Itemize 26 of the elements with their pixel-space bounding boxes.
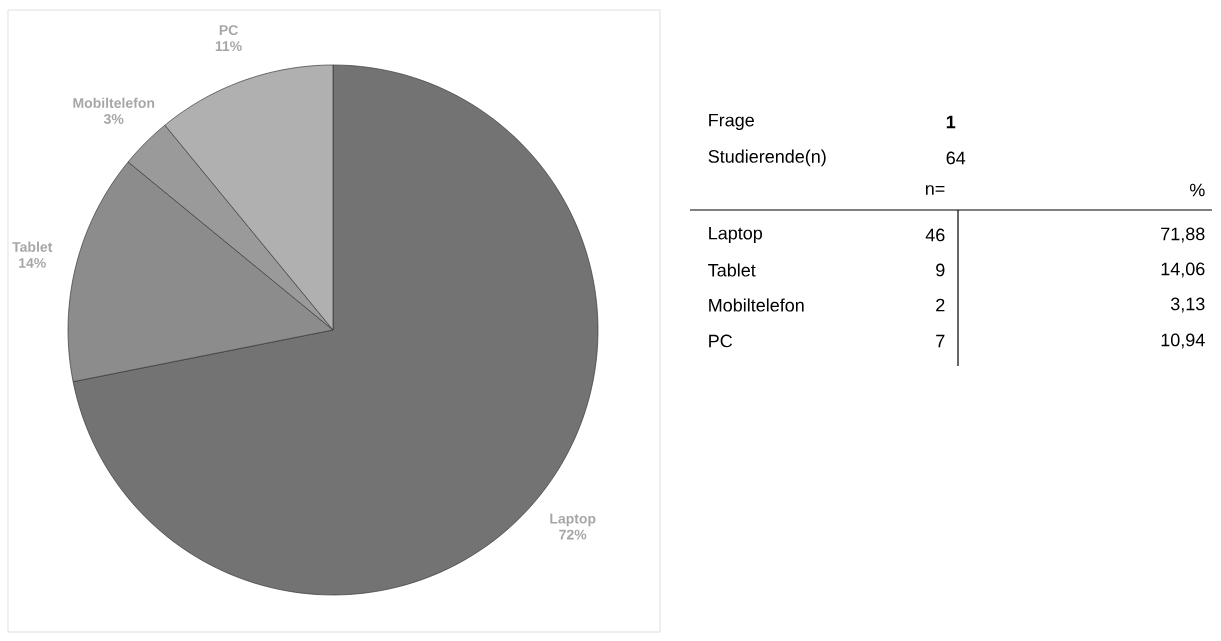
slice-label: PC <box>219 25 238 36</box>
text: 10,94 <box>1161 333 1205 349</box>
text: 64 <box>946 151 966 165</box>
text: 1 <box>946 115 956 129</box>
text: % <box>1189 183 1205 197</box>
data-label: 11% <box>215 41 242 52</box>
text: Frage <box>709 113 754 131</box>
slice-label: Mobiltelefon <box>73 97 155 108</box>
text: Mobiltelefon <box>709 298 804 312</box>
text: Studierende(n) <box>708 149 826 167</box>
text: Laptop <box>709 226 763 244</box>
text: 14,06 <box>1161 262 1205 278</box>
data-label: 14% <box>19 258 46 268</box>
text: 46 <box>925 228 945 242</box>
text: PC <box>709 334 733 348</box>
slice-label: Laptop <box>550 513 596 527</box>
text: Tablet <box>708 263 756 277</box>
slice-label: Tablet <box>12 241 53 252</box>
text: 3,13 <box>1170 297 1205 313</box>
text: 9 <box>936 263 945 277</box>
text: 2 <box>936 298 945 312</box>
data-label: 72% <box>559 529 587 540</box>
data-label: 3% <box>103 114 124 124</box>
text: 7 <box>936 334 945 348</box>
text: 71,88 <box>1161 227 1205 243</box>
text: n= <box>925 185 945 195</box>
